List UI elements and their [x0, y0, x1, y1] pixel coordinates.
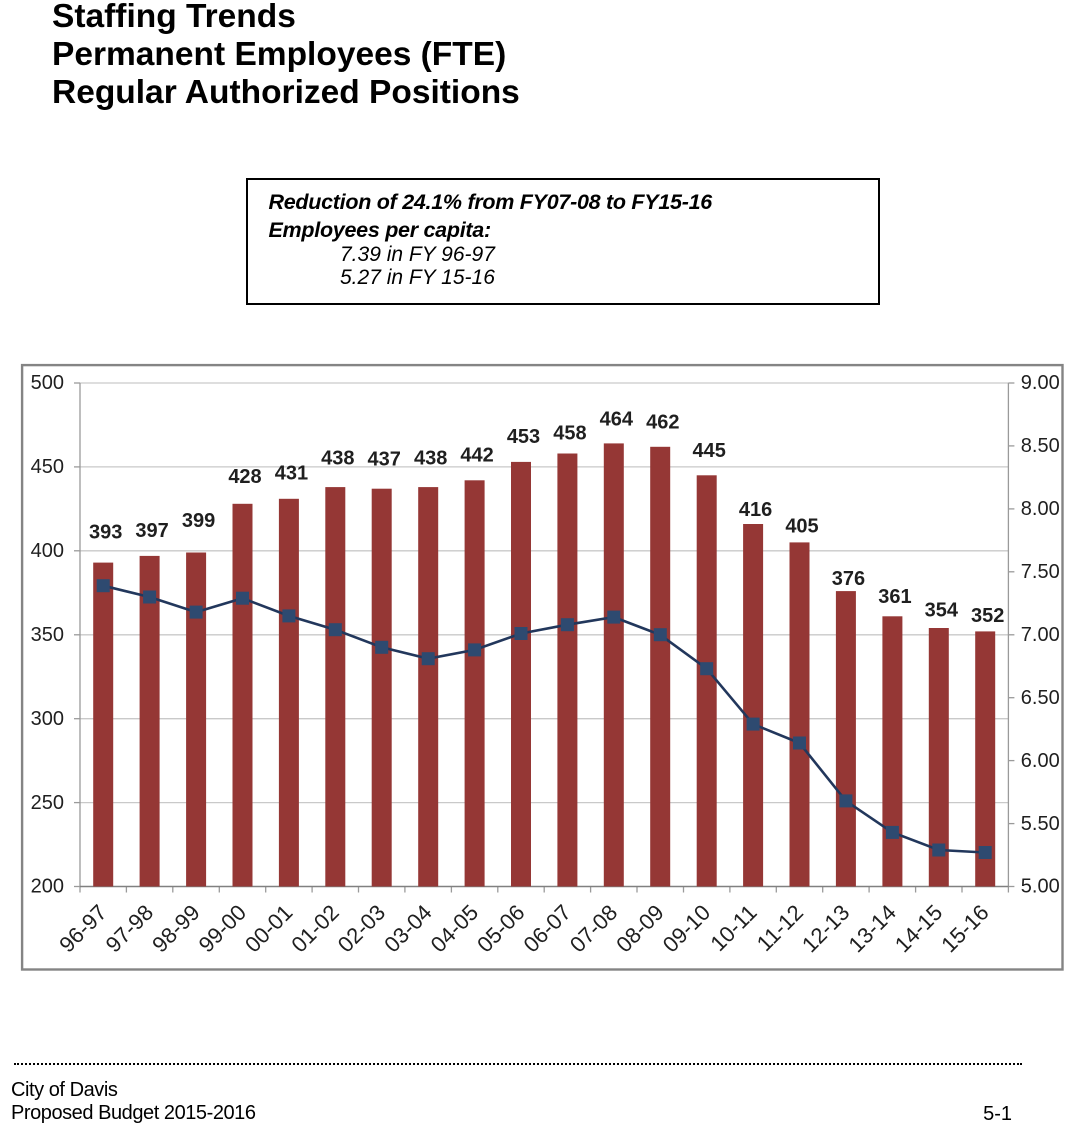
svg-text:8.50: 8.50	[1021, 435, 1060, 457]
svg-text:352: 352	[971, 605, 1004, 627]
svg-text:437: 437	[368, 449, 401, 471]
svg-text:500: 500	[31, 372, 64, 394]
svg-text:445: 445	[693, 440, 726, 462]
svg-text:8.00: 8.00	[1021, 498, 1060, 520]
svg-text:405: 405	[785, 515, 818, 537]
svg-text:442: 442	[460, 445, 493, 467]
svg-text:300: 300	[31, 708, 64, 730]
svg-text:428: 428	[228, 466, 261, 488]
svg-text:354: 354	[925, 600, 959, 622]
svg-text:462: 462	[646, 411, 679, 433]
svg-text:361: 361	[878, 586, 911, 608]
svg-text:350: 350	[31, 624, 64, 646]
svg-text:458: 458	[553, 423, 586, 445]
svg-text:250: 250	[31, 792, 64, 814]
svg-text:9.00: 9.00	[1021, 372, 1060, 394]
svg-text:6.50: 6.50	[1021, 687, 1060, 709]
svg-text:399: 399	[182, 510, 215, 532]
svg-text:7.00: 7.00	[1021, 624, 1060, 646]
svg-text:200: 200	[31, 876, 64, 898]
svg-text:393: 393	[89, 522, 122, 544]
svg-text:400: 400	[31, 540, 64, 562]
svg-text:376: 376	[832, 568, 865, 590]
svg-text:5.50: 5.50	[1021, 813, 1060, 835]
svg-text:464: 464	[600, 409, 634, 431]
svg-text:397: 397	[135, 520, 168, 542]
svg-text:453: 453	[507, 426, 540, 448]
svg-text:438: 438	[414, 448, 447, 470]
svg-text:431: 431	[275, 463, 308, 485]
svg-text:6.00: 6.00	[1021, 750, 1060, 772]
svg-text:7.50: 7.50	[1021, 561, 1060, 583]
svg-text:5.00: 5.00	[1021, 876, 1060, 898]
svg-text:438: 438	[321, 448, 354, 470]
svg-text:450: 450	[31, 456, 64, 478]
svg-text:416: 416	[739, 499, 772, 521]
